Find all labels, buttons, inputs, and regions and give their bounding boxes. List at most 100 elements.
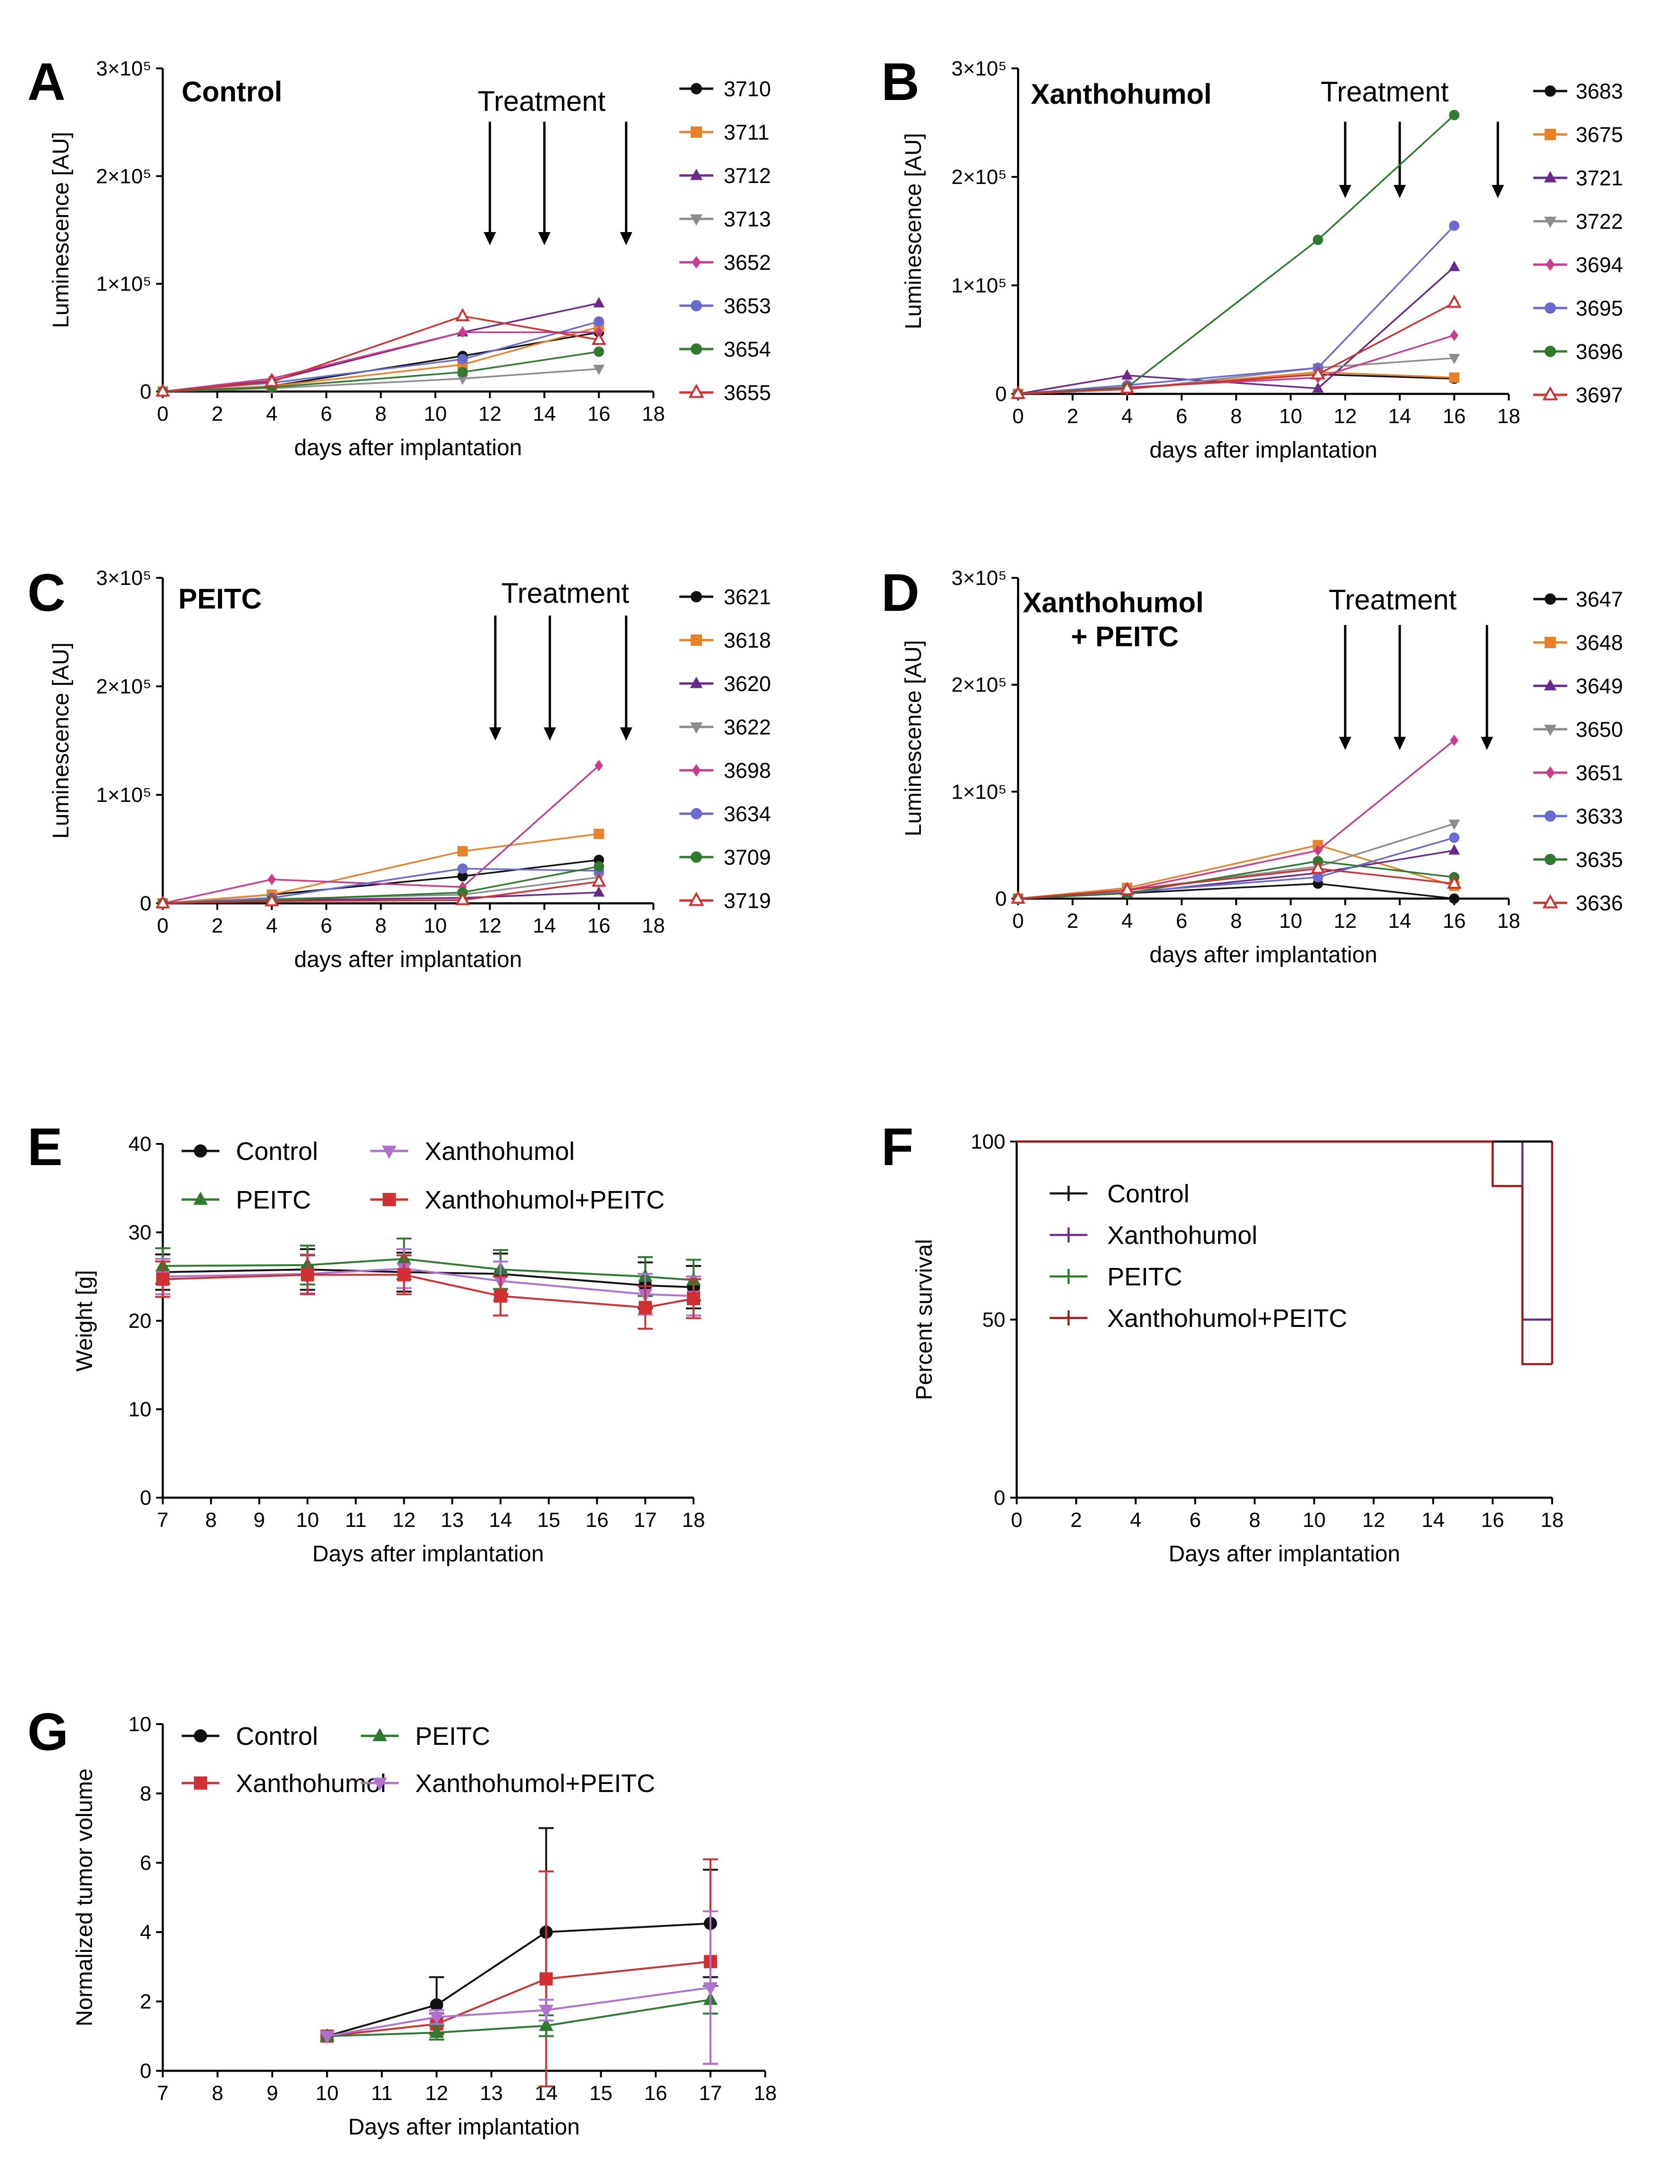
series-line-Xanthohumol	[327, 1960, 711, 2037]
data-point	[593, 297, 605, 308]
x-axis-label: days after implantation	[294, 435, 522, 460]
x-tick-label: 10	[316, 2082, 339, 2105]
data-point	[156, 1272, 169, 1286]
series-line-3698	[162, 765, 600, 904]
x-axis-label: Days after implantation	[1169, 1542, 1400, 1567]
x-tick-label: 11	[371, 2082, 393, 2105]
data-point	[493, 1289, 507, 1303]
legend-marker	[1545, 302, 1556, 314]
x-tick-label: 12	[1334, 909, 1357, 933]
panel-title: Control	[182, 76, 282, 108]
data-point	[430, 1998, 443, 2012]
legend-marker	[382, 1145, 397, 1159]
x-tick-label: 0	[1012, 405, 1024, 428]
series-line-Xanthohumol+PEITC	[326, 1986, 711, 2037]
legend-marker	[690, 676, 703, 688]
legend-marker	[1546, 766, 1555, 779]
data-point	[457, 354, 468, 365]
series-line-3652	[162, 331, 599, 392]
treatment-arrow-head	[543, 727, 556, 741]
data-point	[319, 2031, 334, 2044]
legend-marker	[1545, 593, 1556, 605]
legend-label: 3649	[1576, 674, 1623, 698]
legend-marker	[383, 1193, 396, 1206]
legend-marker	[1544, 171, 1557, 183]
data-point	[457, 863, 468, 874]
series-line-3648	[1018, 844, 1454, 900]
x-tick-label: 14	[1388, 909, 1411, 933]
legend-label: 3696	[1576, 340, 1623, 364]
data-point	[687, 1292, 700, 1306]
x-tick-label: 0	[157, 402, 168, 425]
x-tick-label: 18	[642, 914, 665, 937]
data-point	[1449, 832, 1460, 843]
y-axis-label: Normalized tumor volume	[72, 1768, 97, 2026]
x-tick-label: 10	[1279, 405, 1302, 428]
legend-label: Xanthohumol	[1107, 1221, 1257, 1250]
x-tick-label: 8	[375, 402, 386, 425]
data-point	[1450, 329, 1459, 341]
series-line-3655	[162, 315, 599, 392]
data-point	[429, 2025, 444, 2038]
data-point	[264, 893, 279, 907]
legend-marker	[1545, 810, 1556, 822]
legend-label: Control	[236, 1722, 318, 1751]
legend-label: 3621	[724, 585, 771, 609]
legend-marker	[372, 1728, 387, 1742]
treatment-arrow-head	[1480, 737, 1493, 750]
data-point	[429, 2011, 444, 2025]
legend-label: 3651	[1576, 761, 1623, 785]
legend-marker	[691, 591, 702, 602]
legend-label: 3655	[724, 381, 771, 405]
x-tick-label: 16	[644, 2082, 667, 2105]
data-point	[457, 367, 468, 377]
data-point	[1449, 109, 1460, 120]
series-line-3634	[162, 867, 599, 904]
data-point	[1120, 882, 1135, 895]
y-tick-label: 3×10⁵	[96, 567, 151, 590]
data-point	[1011, 890, 1026, 904]
data-point	[593, 861, 604, 872]
legend-label: 3711	[724, 120, 769, 144]
x-tick-label: 10	[1279, 909, 1302, 933]
y-tick-label: 8	[140, 1782, 151, 1805]
treatment-arrow-head	[620, 232, 633, 245]
panel-title: Xanthohumol	[1023, 587, 1204, 618]
data-point	[457, 374, 468, 385]
data-point	[264, 374, 279, 387]
x-tick-label: 7	[157, 2082, 168, 2105]
treatment-arrow-head	[1339, 737, 1352, 750]
data-point	[1446, 294, 1462, 308]
legend-label: 3721	[1576, 166, 1623, 190]
legend-marker	[194, 1729, 207, 1742]
data-point	[539, 2005, 554, 2018]
panel-letter: G	[27, 1702, 68, 1761]
legend-marker	[692, 764, 701, 777]
data-point	[1448, 819, 1460, 830]
x-tick-label: 8	[375, 914, 386, 937]
legend-label: 3634	[724, 802, 771, 826]
x-tick-label: 8	[1230, 405, 1242, 428]
x-tick-label: 14	[1388, 405, 1411, 428]
treatment-arrow-head	[1491, 185, 1504, 198]
legend-marker	[1544, 679, 1557, 691]
legend-marker	[690, 214, 703, 226]
x-tick-label: 8	[1249, 1509, 1260, 1532]
legend-marker	[688, 383, 704, 398]
data-point	[593, 828, 604, 839]
panel-letter: B	[881, 52, 919, 111]
x-tick-label: 10	[1303, 1509, 1326, 1532]
data-point	[1311, 366, 1326, 380]
x-axis-label: Days after implantation	[348, 2115, 580, 2140]
data-point	[703, 1982, 718, 1996]
x-tick-label: 6	[1189, 1509, 1201, 1532]
data-point	[455, 892, 470, 905]
panel-title: Xanthohumol	[1031, 78, 1212, 110]
x-tick-label: 12	[1362, 1509, 1385, 1532]
panel-letter: F	[881, 1117, 913, 1176]
legend-label: 3683	[1576, 79, 1623, 103]
x-axis-label: days after implantation	[1150, 438, 1378, 463]
treatment-label: Treatment	[1329, 584, 1457, 616]
x-tick-label: 4	[266, 402, 277, 425]
